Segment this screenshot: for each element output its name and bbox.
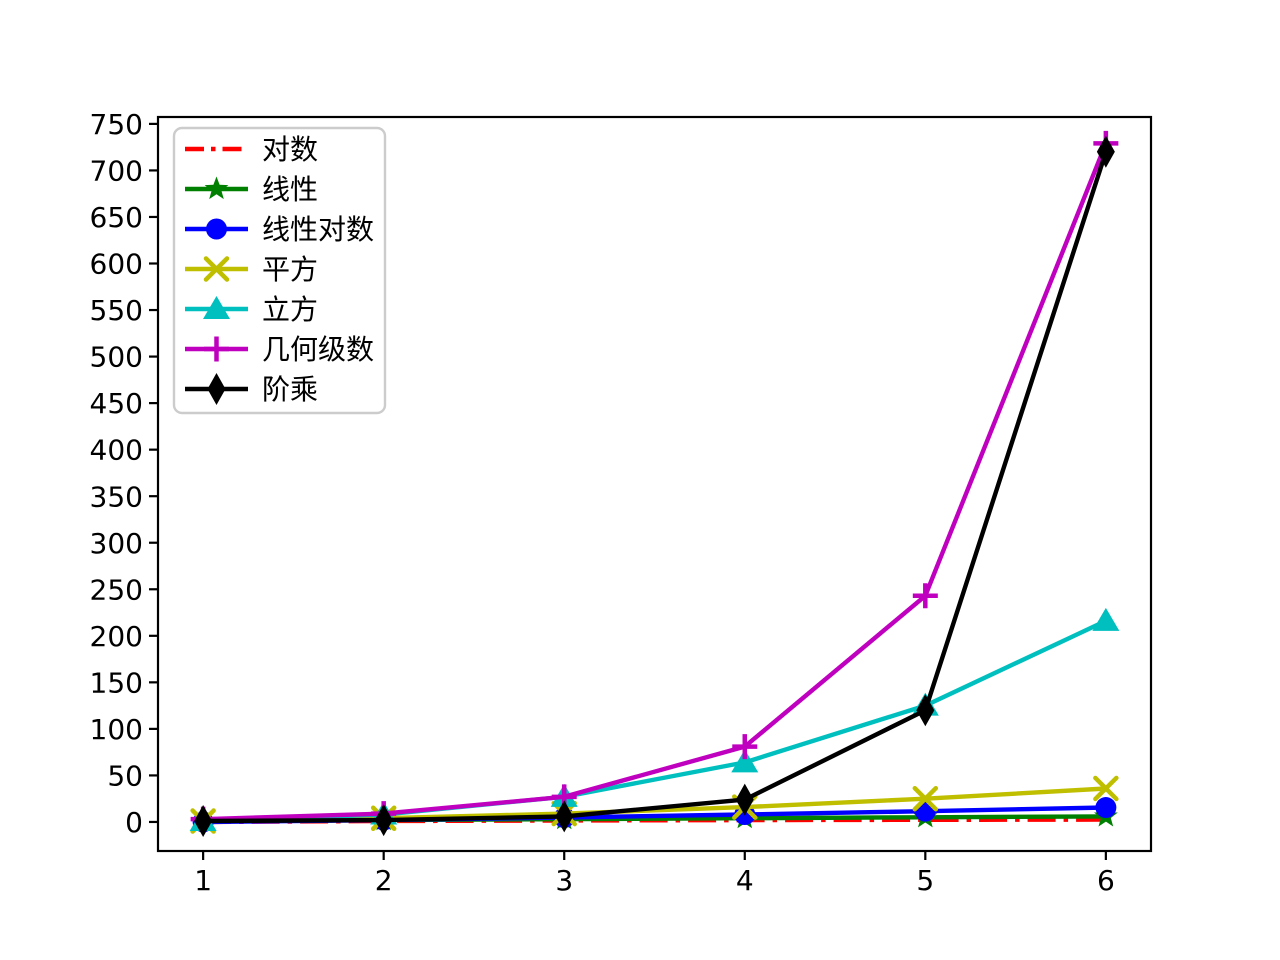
y-tick-label: 700 bbox=[90, 155, 143, 188]
x-tick-label: 5 bbox=[916, 864, 934, 897]
y-tick-label: 350 bbox=[90, 480, 143, 513]
legend-entry: 平方 bbox=[185, 253, 318, 286]
marker-x-icon bbox=[912, 785, 939, 812]
marker-thin-diamond-icon bbox=[207, 373, 226, 405]
y-tick-label: 100 bbox=[90, 713, 143, 746]
x-tick-label: 2 bbox=[375, 864, 393, 897]
series-line bbox=[203, 151, 1108, 824]
marker-thin-diamond-icon bbox=[1096, 135, 1115, 168]
legend-entry: 几何级数 bbox=[185, 333, 374, 366]
y-tick-label: 550 bbox=[90, 294, 143, 327]
x-tick-label: 3 bbox=[555, 864, 573, 897]
legend-entry: 线性 bbox=[185, 173, 318, 206]
y-tick-label: 500 bbox=[90, 341, 143, 374]
legend-label: 对数 bbox=[262, 133, 318, 166]
y-tick-label: 200 bbox=[90, 620, 143, 653]
legend-entry: 立方 bbox=[185, 293, 318, 326]
y-tick-label: 600 bbox=[90, 248, 143, 281]
marker-triangle-up-icon bbox=[731, 749, 759, 773]
marker-plus-icon bbox=[912, 583, 938, 609]
marker-x-icon bbox=[203, 256, 230, 282]
marker-plus-icon bbox=[204, 336, 229, 362]
marker-thin-diamond-icon bbox=[374, 804, 393, 837]
legend-label: 线性对数 bbox=[262, 213, 374, 246]
marker-x-icon bbox=[1093, 775, 1119, 802]
y-tick-label: 50 bbox=[107, 760, 143, 793]
legend-entry: 对数 bbox=[185, 133, 318, 166]
legend-label: 几何级数 bbox=[262, 333, 374, 366]
x-tick-label: 6 bbox=[1097, 864, 1115, 897]
legend-entry: 阶乘 bbox=[185, 373, 318, 406]
marker-triangle-up-icon bbox=[1092, 607, 1120, 631]
x-axis: 1 2 3 4 5 6 bbox=[194, 851, 1115, 897]
y-tick-label: 650 bbox=[90, 201, 143, 234]
y-tick-label: 150 bbox=[90, 666, 143, 699]
marker-star-icon bbox=[204, 176, 229, 200]
legend-box bbox=[172, 126, 387, 415]
legend-label: 阶乘 bbox=[262, 373, 318, 406]
x-tick-label: 4 bbox=[736, 864, 754, 897]
legend-label: 平方 bbox=[262, 253, 318, 286]
marker-thin-diamond-icon bbox=[194, 805, 213, 838]
marker-circle-icon bbox=[1095, 797, 1117, 819]
marker-thin-diamond-icon bbox=[735, 783, 754, 816]
marker-thin-diamond-icon bbox=[555, 800, 574, 833]
marker-plus-icon bbox=[732, 734, 758, 760]
x-tick-label: 1 bbox=[194, 864, 212, 897]
y-tick-label: 0 bbox=[125, 806, 143, 839]
legend-label: 立方 bbox=[262, 293, 318, 326]
y-tick-label: 400 bbox=[90, 434, 143, 467]
legend-entry: 线性对数 bbox=[185, 213, 374, 246]
series-6 bbox=[194, 135, 1115, 838]
marker-circle-icon bbox=[206, 218, 227, 240]
legend-label: 线性 bbox=[262, 173, 318, 206]
y-tick-label: 450 bbox=[90, 387, 143, 420]
marker-thin-diamond-icon bbox=[916, 694, 935, 727]
y-tick-label: 750 bbox=[90, 108, 143, 141]
plot-area-frame bbox=[156, 115, 1153, 853]
y-tick-label: 300 bbox=[90, 527, 143, 560]
marker-triangle-up-icon bbox=[203, 296, 230, 319]
series-line bbox=[203, 142, 1108, 822]
y-axis: 0 50 100 150 200 250 300 350 400 450 500 550 600 650 7… bbox=[90, 108, 158, 839]
y-tick-label: 250 bbox=[90, 573, 143, 606]
